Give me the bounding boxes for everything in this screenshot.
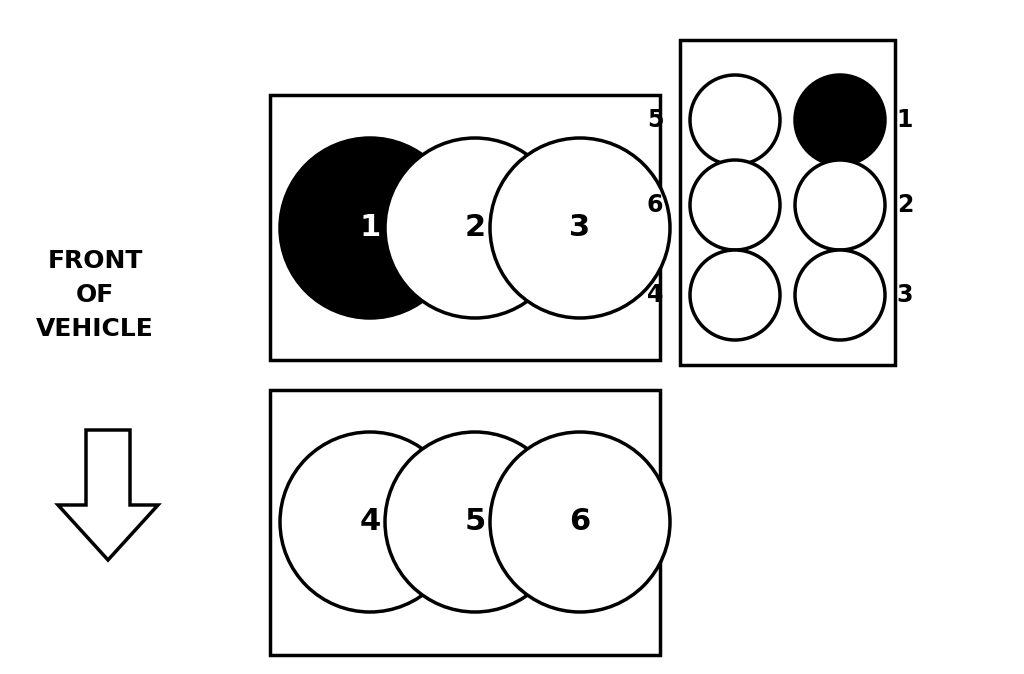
Text: 4: 4 [647, 283, 664, 307]
Bar [270, 390, 660, 655]
Text: 1: 1 [897, 108, 913, 132]
Text: 2: 2 [897, 193, 913, 217]
Circle shape [490, 432, 670, 612]
Circle shape [690, 75, 780, 165]
Circle shape [795, 250, 885, 340]
Circle shape [795, 75, 885, 165]
Bar [270, 95, 660, 360]
Circle shape [280, 138, 460, 318]
Circle shape [690, 250, 780, 340]
Text: 3: 3 [569, 214, 591, 243]
Text: 1: 1 [359, 214, 381, 243]
Text: 3: 3 [897, 283, 913, 307]
Text: 5: 5 [647, 108, 664, 132]
Text: 4: 4 [359, 508, 381, 537]
Circle shape [690, 160, 780, 250]
Circle shape [280, 432, 460, 612]
Text: 6: 6 [569, 508, 591, 537]
Text: 5: 5 [464, 508, 485, 537]
Text: 2: 2 [465, 214, 485, 243]
Circle shape [385, 138, 565, 318]
Text: 6: 6 [647, 193, 664, 217]
Bar [680, 40, 895, 365]
Circle shape [385, 432, 565, 612]
Text: FRONT
OF
VEHICLE: FRONT OF VEHICLE [36, 249, 154, 340]
Polygon shape [58, 430, 158, 560]
Circle shape [490, 138, 670, 318]
Circle shape [795, 160, 885, 250]
